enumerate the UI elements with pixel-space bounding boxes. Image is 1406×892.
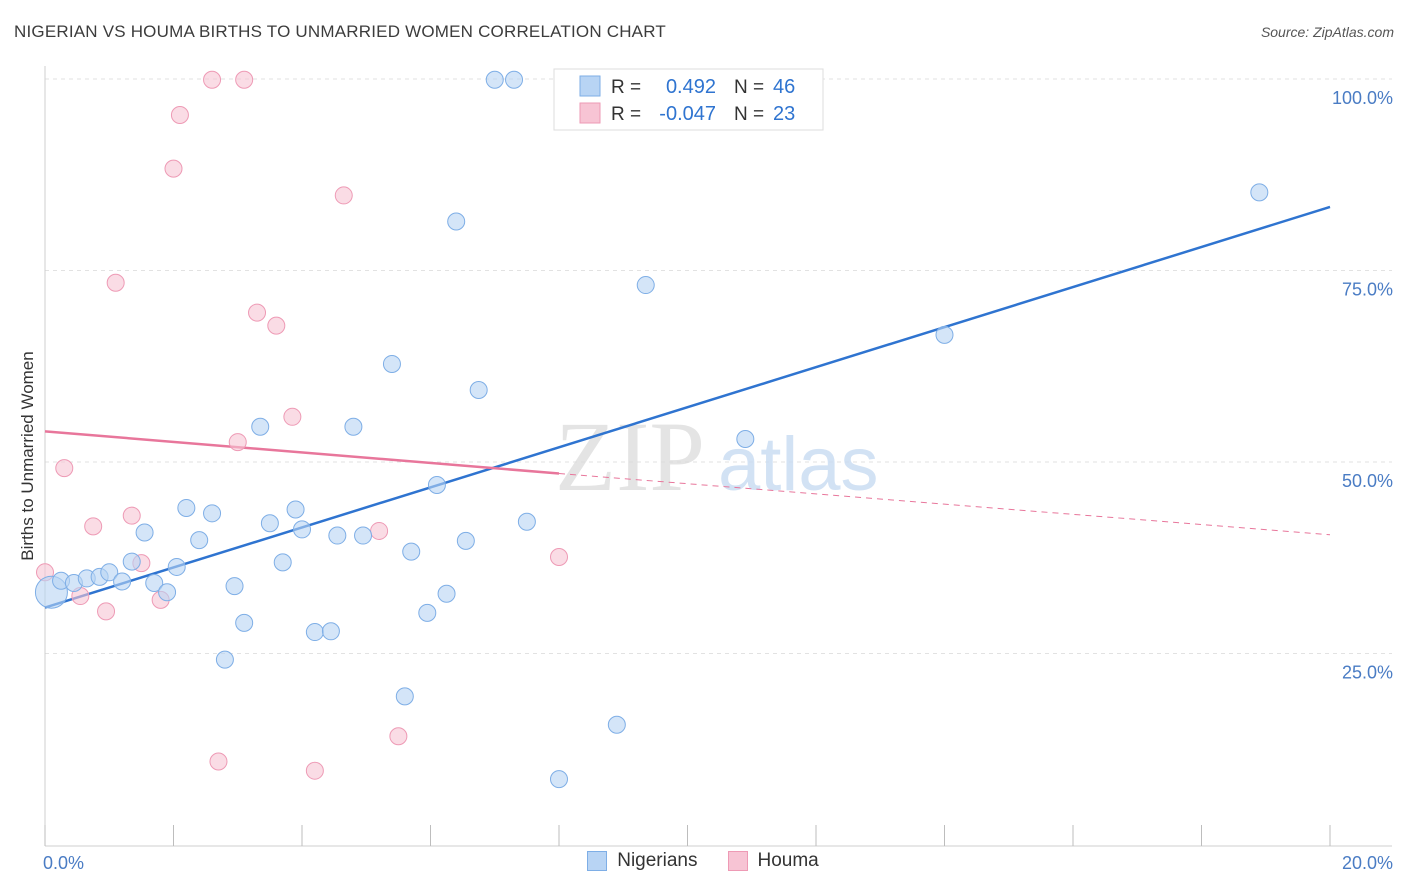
trend-lines bbox=[44, 205, 1331, 609]
point-nigerians-21 bbox=[286, 500, 305, 519]
point-nigerians-38 bbox=[505, 70, 524, 89]
point-nigerians-39 bbox=[517, 512, 536, 531]
stats-legend: R = 0.492 N = 46 R = -0.047 N = 23 bbox=[553, 68, 824, 131]
legend-item-houma[interactable]: Houma bbox=[727, 850, 819, 872]
point-nigerians-34 bbox=[447, 212, 466, 231]
data-points bbox=[34, 70, 1269, 789]
y-tick-label-100: 100.0% bbox=[1332, 88, 1393, 108]
point-nigerians-16 bbox=[225, 577, 244, 596]
watermark-zip: ZIP bbox=[555, 401, 705, 512]
point-houma-22 bbox=[550, 547, 568, 566]
point-nigerians-45 bbox=[1250, 183, 1269, 202]
point-houma-14 bbox=[235, 70, 254, 89]
point-nigerians-42 bbox=[636, 276, 655, 295]
point-houma-21 bbox=[389, 727, 408, 746]
point-nigerians-11 bbox=[167, 557, 186, 576]
point-houma-19 bbox=[334, 186, 353, 205]
legend-label-nigerians: Nigerians bbox=[617, 850, 698, 871]
point-nigerians-24 bbox=[321, 622, 340, 641]
tick-labels: 25.0% 50.0% 75.0% 100.0% 0.0% 20.0% bbox=[43, 88, 1393, 873]
point-nigerians-43 bbox=[736, 430, 755, 449]
point-nigerians-35 bbox=[456, 531, 475, 550]
trend-line-nigerians-solid-0 bbox=[44, 205, 1331, 609]
point-nigerians-44 bbox=[935, 325, 954, 344]
axes bbox=[44, 66, 1392, 847]
stats-r-value-nigerians: 0.492 bbox=[666, 76, 716, 98]
point-nigerians-10 bbox=[158, 583, 177, 602]
point-nigerians-8 bbox=[135, 523, 154, 542]
point-nigerians-28 bbox=[382, 354, 401, 373]
x-tick-label-min: 0.0% bbox=[43, 853, 84, 873]
stats-n-label-nigerians: N = bbox=[734, 77, 764, 98]
grid-lines bbox=[45, 78, 1392, 654]
stats-n-value-houma: 23 bbox=[773, 103, 795, 125]
point-nigerians-40 bbox=[550, 770, 568, 789]
point-houma-17 bbox=[283, 407, 302, 426]
point-nigerians-7 bbox=[122, 552, 141, 571]
point-nigerians-19 bbox=[260, 514, 279, 533]
point-nigerians-15 bbox=[215, 650, 234, 669]
point-houma-13 bbox=[228, 433, 247, 452]
point-nigerians-12 bbox=[177, 498, 196, 517]
point-nigerians-5 bbox=[100, 563, 119, 582]
point-nigerians-26 bbox=[344, 417, 363, 436]
point-houma-9 bbox=[164, 159, 183, 178]
point-houma-6 bbox=[122, 506, 141, 525]
point-houma-15 bbox=[248, 303, 267, 322]
point-nigerians-25 bbox=[328, 526, 347, 545]
point-houma-20 bbox=[370, 521, 389, 540]
point-nigerians-18 bbox=[251, 417, 270, 436]
chart-title: NIGERIAN VS HOUMA BIRTHS TO UNMARRIED WO… bbox=[14, 22, 666, 41]
point-nigerians-22 bbox=[293, 520, 311, 539]
x-tick-label-max: 20.0% bbox=[1342, 853, 1393, 873]
legend-swatch-houma bbox=[727, 851, 748, 871]
point-nigerians-30 bbox=[402, 542, 421, 561]
point-houma-4 bbox=[97, 602, 116, 621]
legend-item-nigerians[interactable]: Nigerians bbox=[587, 850, 698, 872]
y-axis-label: Births to Unmarried Women bbox=[18, 351, 37, 560]
point-nigerians-41 bbox=[607, 715, 626, 734]
point-houma-10 bbox=[170, 106, 189, 125]
point-houma-16 bbox=[267, 316, 286, 335]
point-nigerians-20 bbox=[273, 553, 292, 572]
point-nigerians-23 bbox=[305, 623, 324, 642]
point-nigerians-9 bbox=[145, 574, 164, 593]
point-nigerians-33 bbox=[437, 584, 456, 603]
point-nigerians-13 bbox=[190, 531, 209, 550]
stats-r-value-houma: -0.047 bbox=[659, 103, 716, 125]
point-houma-18 bbox=[305, 761, 324, 780]
point-nigerians-27 bbox=[354, 526, 373, 545]
y-tick-label-75: 75.0% bbox=[1342, 280, 1393, 300]
point-houma-1 bbox=[55, 459, 74, 478]
point-houma-5 bbox=[106, 273, 125, 292]
stats-r-label-nigerians: R = bbox=[611, 77, 641, 98]
stats-swatch-houma bbox=[579, 102, 601, 124]
point-houma-12 bbox=[209, 752, 228, 771]
point-nigerians-29 bbox=[395, 687, 414, 706]
stats-r-label-houma: R = bbox=[611, 104, 641, 125]
stats-swatch-nigerians bbox=[579, 75, 601, 97]
series-legend: Nigerians Houma bbox=[0, 850, 1406, 872]
point-nigerians-36 bbox=[469, 380, 488, 399]
point-nigerians-37 bbox=[485, 70, 504, 89]
point-nigerians-32 bbox=[427, 475, 446, 494]
point-houma-3 bbox=[84, 517, 103, 536]
stats-n-label-houma: N = bbox=[734, 104, 764, 125]
legend-swatch-nigerians bbox=[587, 851, 608, 871]
source-credit: Source: ZipAtlas.com bbox=[1260, 24, 1394, 40]
point-houma-11 bbox=[203, 70, 222, 89]
trend-line-houma-solid-1 bbox=[44, 430, 560, 475]
legend-label-houma: Houma bbox=[757, 850, 819, 871]
trend-line-houma-dashed-2 bbox=[558, 472, 1331, 536]
point-nigerians-6 bbox=[113, 572, 132, 591]
point-nigerians-17 bbox=[235, 613, 254, 632]
watermark: ZIP atlas bbox=[555, 401, 879, 512]
y-tick-label-25: 25.0% bbox=[1342, 663, 1393, 683]
y-tick-label-50: 50.0% bbox=[1342, 471, 1393, 491]
stats-n-value-nigerians: 46 bbox=[773, 76, 795, 98]
point-nigerians-14 bbox=[203, 504, 222, 523]
point-nigerians-31 bbox=[418, 603, 437, 622]
